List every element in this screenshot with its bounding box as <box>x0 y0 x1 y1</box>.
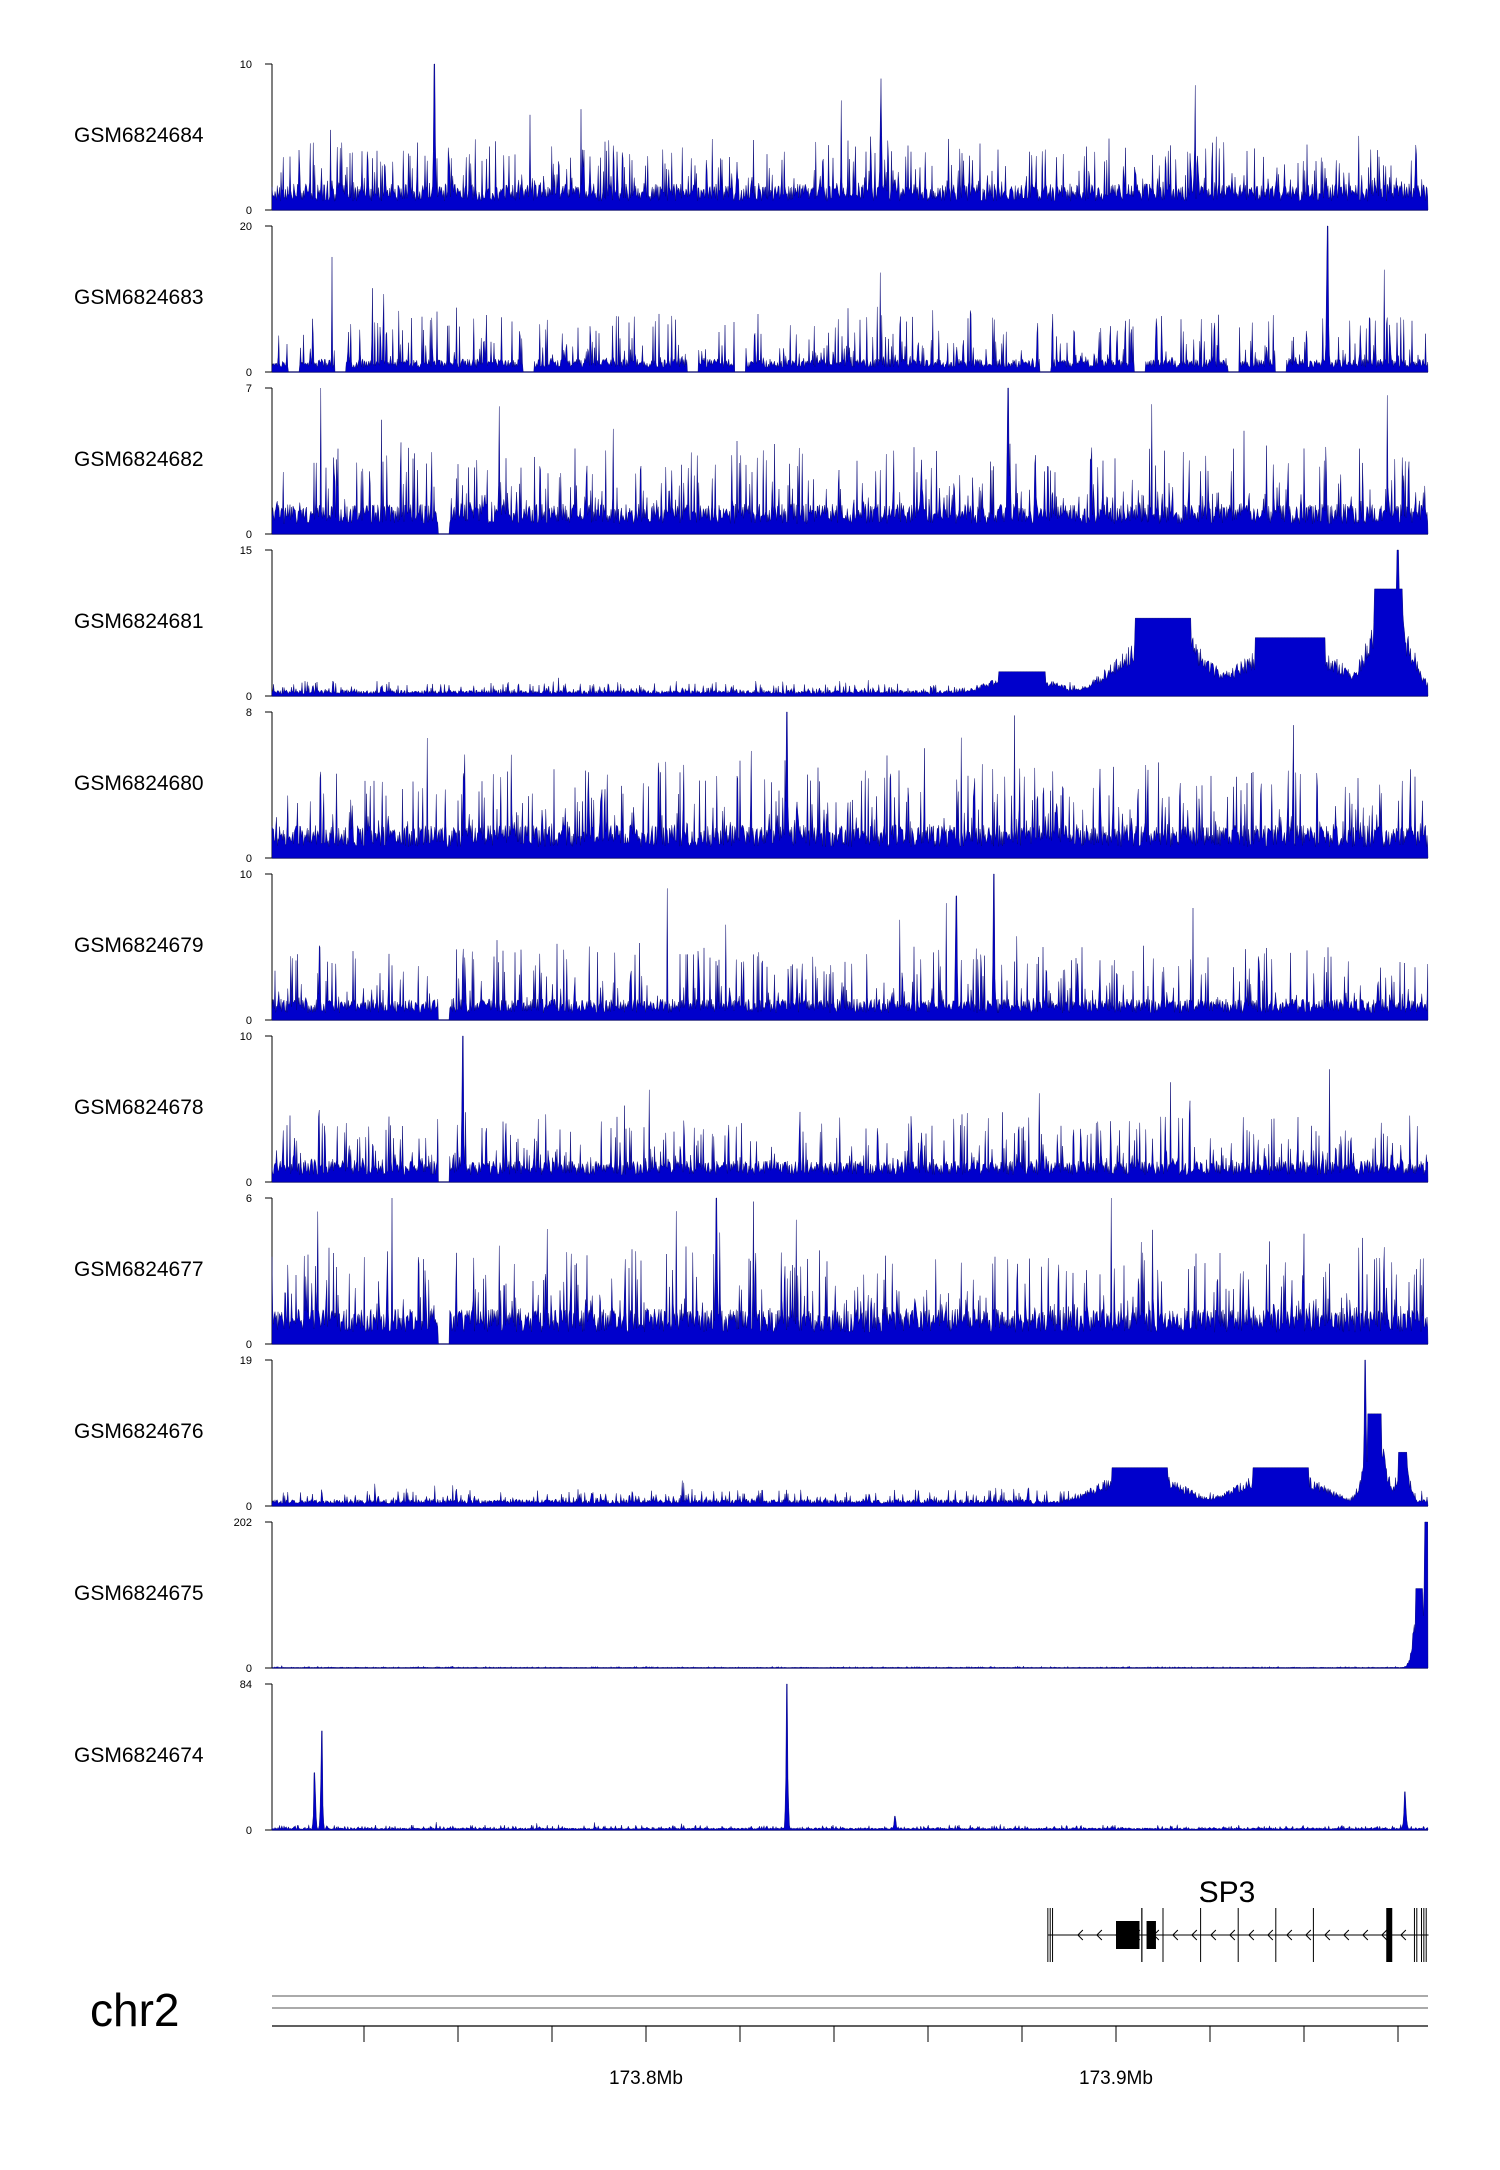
track-label: GSM6824675 <box>74 1582 204 1605</box>
strand-arrow <box>1172 1929 1179 1941</box>
track-label: GSM6824678 <box>74 1096 204 1119</box>
y-tick-bottom: 0 <box>246 1015 252 1027</box>
y-tick-top: 8 <box>246 707 252 719</box>
strand-arrow <box>1191 1929 1198 1941</box>
axis-tick-label: 173.8Mb <box>609 2068 683 2089</box>
gene-exon <box>1386 1908 1393 1962</box>
track-GSM6824679: GSM6824679 10 0 <box>74 869 1429 1027</box>
track-label: GSM6824682 <box>74 448 204 471</box>
y-tick-bottom: 0 <box>246 205 252 217</box>
gene-track: SP3 <box>1047 1876 1429 1962</box>
y-tick-top: 15 <box>240 545 252 557</box>
track-GSM6824682: GSM6824682 7 0 <box>74 383 1429 541</box>
coverage-area <box>271 1359 1429 1507</box>
tracks-group: GSM6824684100GSM6824683200GSM682468270GS… <box>74 59 1429 1837</box>
track-GSM6824683: GSM6824683 20 0 <box>74 221 1429 379</box>
strand-arrow <box>1248 1929 1255 1941</box>
y-tick-bottom: 0 <box>246 1663 252 1675</box>
genome-axis: chr2 173.8Mb 173.9Mb <box>90 1984 1428 2089</box>
track-GSM6824676: GSM6824676 19 0 <box>74 1355 1429 1513</box>
y-tick-bottom: 0 <box>246 367 252 379</box>
strand-arrow <box>1096 1929 1103 1941</box>
coverage-area <box>271 1683 1429 1831</box>
track-label: GSM6824679 <box>74 934 204 957</box>
strand-arrow <box>1210 1929 1217 1941</box>
track-GSM6824674: GSM6824674 84 0 <box>74 1679 1429 1837</box>
coverage-area <box>271 1521 1429 1669</box>
gene-model <box>1047 1908 1429 1962</box>
coverage-area <box>271 1197 1429 1345</box>
strand-arrow <box>1343 1929 1350 1941</box>
strand-arrow <box>1267 1929 1274 1941</box>
track-GSM6824675: GSM6824675 202 0 <box>74 1517 1429 1675</box>
track-label: GSM6824677 <box>74 1258 204 1281</box>
track-GSM6824680: GSM6824680 8 0 <box>74 707 1429 865</box>
y-tick-top: 10 <box>240 1031 252 1043</box>
strand-arrow <box>1381 1929 1388 1941</box>
gene-utr-block <box>1146 1921 1156 1949</box>
track-GSM6824677: GSM6824677 6 0 <box>74 1193 1429 1351</box>
y-tick-top: 20 <box>240 221 252 233</box>
strand-arrow <box>1324 1929 1331 1941</box>
coverage-area <box>271 549 1429 697</box>
track-GSM6824681: GSM6824681 15 0 <box>74 545 1429 703</box>
strand-arrow <box>1229 1929 1236 1941</box>
y-tick-bottom: 0 <box>246 1177 252 1189</box>
track-label: GSM6824674 <box>74 1744 204 1767</box>
y-tick-bottom: 0 <box>246 691 252 703</box>
strand-arrow <box>1305 1929 1312 1941</box>
axis-ticks: 173.8Mb 173.9Mb <box>363 2026 1399 2089</box>
track-label: GSM6824684 <box>74 124 204 147</box>
y-tick-bottom: 0 <box>246 529 252 541</box>
y-tick-bottom: 0 <box>246 1501 252 1513</box>
coverage-area <box>271 225 1429 373</box>
strand-arrow <box>1362 1929 1369 1941</box>
strand-arrow <box>1286 1929 1293 1941</box>
y-tick-bottom: 0 <box>246 1825 252 1837</box>
y-tick-top: 7 <box>246 383 252 395</box>
track-label: GSM6824676 <box>74 1420 204 1443</box>
track-label: GSM6824683 <box>74 286 204 309</box>
coverage-area <box>271 873 1429 1021</box>
axis-tick-label: 173.9Mb <box>1079 2068 1153 2089</box>
y-tick-bottom: 0 <box>246 1339 252 1351</box>
y-tick-top: 84 <box>240 1679 252 1691</box>
gene-label: SP3 <box>1199 1876 1256 1909</box>
y-tick-top: 6 <box>246 1193 252 1205</box>
track-label: GSM6824681 <box>74 610 204 633</box>
y-tick-top: 19 <box>240 1355 252 1367</box>
y-tick-top: 202 <box>234 1517 252 1529</box>
y-tick-top: 10 <box>240 869 252 881</box>
track-GSM6824684: GSM6824684 10 0 <box>74 59 1429 217</box>
strand-arrow <box>1400 1929 1407 1941</box>
gene-utr-block <box>1116 1921 1140 1949</box>
y-tick-bottom: 0 <box>246 853 252 865</box>
track-label: GSM6824680 <box>74 772 204 795</box>
chromosome-label: chr2 <box>90 1984 179 2036</box>
track-GSM6824678: GSM6824678 10 0 <box>74 1031 1429 1189</box>
coverage-area <box>271 711 1429 859</box>
coverage-area <box>271 1035 1429 1183</box>
strand-arrow <box>1077 1929 1084 1941</box>
coverage-area <box>271 387 1429 535</box>
y-tick-top: 10 <box>240 59 252 71</box>
coverage-area <box>271 63 1429 211</box>
